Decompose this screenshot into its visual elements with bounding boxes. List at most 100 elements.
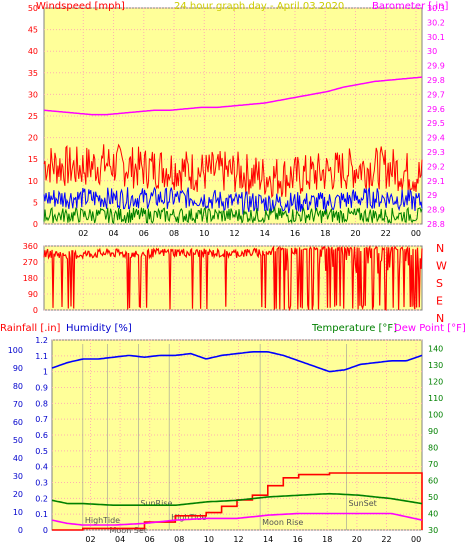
windspeed-tick: 15 (28, 155, 38, 164)
rainfall-tick: 100 (8, 346, 23, 355)
weather-panel-bg (51, 339, 423, 531)
temperature-tick: 80 (428, 443, 438, 452)
direction-tick: 0 (33, 306, 38, 315)
barometer-label: Barometer [.in] (372, 1, 448, 12)
event-label: HighTide (171, 513, 206, 522)
rainfall-tick: 10 (13, 508, 23, 517)
humidity-label: Humidity [%] (66, 323, 132, 334)
wind-x-tick: 20 (350, 229, 360, 238)
dewpoint-line (51, 512, 423, 526)
wind-min-line (43, 206, 423, 225)
barometer-tick: 29.1 (427, 177, 445, 186)
direction-panel-series (43, 245, 423, 312)
compass-label: W (436, 260, 447, 273)
temperature-label: Temperature [°F] (311, 323, 397, 334)
barometer-tick: 30.2 (427, 18, 445, 27)
dewpoint-label: Dew Point [°F] (394, 323, 466, 334)
event-label: SunRise (140, 499, 172, 508)
weather-x-tick: 18 (322, 535, 332, 544)
humidity-tick: 1 (43, 368, 48, 377)
barometer-tick: 28.9 (427, 206, 445, 215)
temperature-tick: 110 (428, 394, 443, 403)
compass-label: N (436, 242, 444, 255)
wind-x-tick: 14 (260, 229, 270, 238)
humidity-tick: 1.1 (35, 352, 48, 361)
wind-gust-line (43, 143, 423, 199)
temperature-tick: 140 (428, 344, 443, 353)
temperature-tick: 90 (428, 427, 438, 436)
windspeed-tick: 10 (28, 177, 38, 186)
wind-panel-ticks: 02 04 06 08 10 12 14 16 18 20 22 000510152025303540… (28, 4, 445, 238)
weather-x-tick: 12 (233, 535, 243, 544)
windspeed-tick: 5 (33, 198, 38, 207)
wind-direction-line (43, 245, 423, 312)
temperature-line (51, 492, 423, 507)
barometer-tick: 29 (427, 191, 437, 200)
weather-x-tick: 22 (381, 535, 391, 544)
weather-x-tick: 08 (174, 535, 184, 544)
wind-x-tick: 02 (78, 229, 88, 238)
barometer-tick: 29.9 (427, 62, 445, 71)
windspeed-tick: 45 (28, 26, 38, 35)
barometer-tick: 30.3 (427, 4, 445, 13)
rainfall-tick: 80 (13, 382, 23, 391)
barometer-tick: 30 (427, 47, 437, 56)
temperature-tick: 70 (428, 460, 438, 469)
windspeed-tick: 50 (28, 4, 38, 13)
direction-tick: 180 (23, 274, 38, 283)
weather-panel-ticks: 02 04 06 08 10 12 14 16 18 20 22 0000.10.20.30.40.5… (8, 336, 444, 544)
weather-panel-series (51, 350, 423, 531)
rainfall-tick: 30 (13, 472, 23, 481)
humidity-tick: 0.5 (35, 447, 48, 456)
humidity-tick: 0.3 (35, 479, 48, 488)
temperature-tick: 60 (428, 476, 438, 485)
graph-title: 24 hour graph day - April 03 2020 (174, 1, 344, 12)
barometer-tick: 29.3 (427, 148, 445, 157)
humidity-tick: 0.4 (35, 463, 48, 472)
weather-x-tick: 02 (85, 535, 95, 544)
rainfall-tick: 90 (13, 364, 23, 373)
barometer-tick: 29.6 (427, 105, 445, 114)
windspeed-tick: 30 (28, 90, 38, 99)
weather-x-tick: 14 (263, 535, 273, 544)
direction-tick: 270 (23, 258, 38, 267)
barometer-tick: 30.1 (427, 33, 445, 42)
event-label: Moon Rise (262, 518, 303, 527)
rainfall-label: Rainfall [.in] (0, 323, 61, 334)
humidity-tick: 0.6 (35, 431, 48, 440)
wind-x-tick: 00 (411, 229, 421, 238)
barometer-line (43, 76, 423, 116)
wind-x-tick: 12 (229, 229, 239, 238)
wind-panel-series (43, 76, 423, 225)
humidity-tick: 0.9 (35, 384, 48, 393)
humidity-tick: 0.2 (35, 494, 48, 503)
weather-x-tick: 06 (145, 535, 155, 544)
wind-x-tick: 06 (139, 229, 149, 238)
weather-x-tick: 00 (411, 535, 421, 544)
windspeed-label: Windspeed [mph] (36, 1, 125, 12)
humidity-tick: 0.7 (35, 415, 48, 424)
windspeed-tick: 40 (28, 47, 38, 56)
temperature-tick: 30 (428, 526, 438, 535)
barometer-tick: 29.7 (427, 90, 445, 99)
rainfall-tick: 40 (13, 454, 23, 463)
compass-label: N (436, 312, 444, 325)
wind-speed-line (43, 186, 423, 216)
wind-x-tick: 18 (320, 229, 330, 238)
barometer-tick: 29.4 (427, 134, 445, 143)
compass-label: S (436, 277, 443, 290)
humidity-tick: 0.1 (35, 510, 48, 519)
humidity-tick: 1.2 (35, 336, 48, 345)
windspeed-tick: 0 (33, 220, 38, 229)
temperature-tick: 40 (428, 509, 438, 518)
windspeed-tick: 35 (28, 69, 38, 78)
wind-x-tick: 04 (108, 229, 118, 238)
weather-x-tick: 04 (115, 535, 125, 544)
temperature-tick: 50 (428, 493, 438, 502)
humidity-tick: 0.8 (35, 399, 48, 408)
event-label: HighTide (85, 516, 120, 525)
direction-tick: 360 (23, 242, 38, 251)
